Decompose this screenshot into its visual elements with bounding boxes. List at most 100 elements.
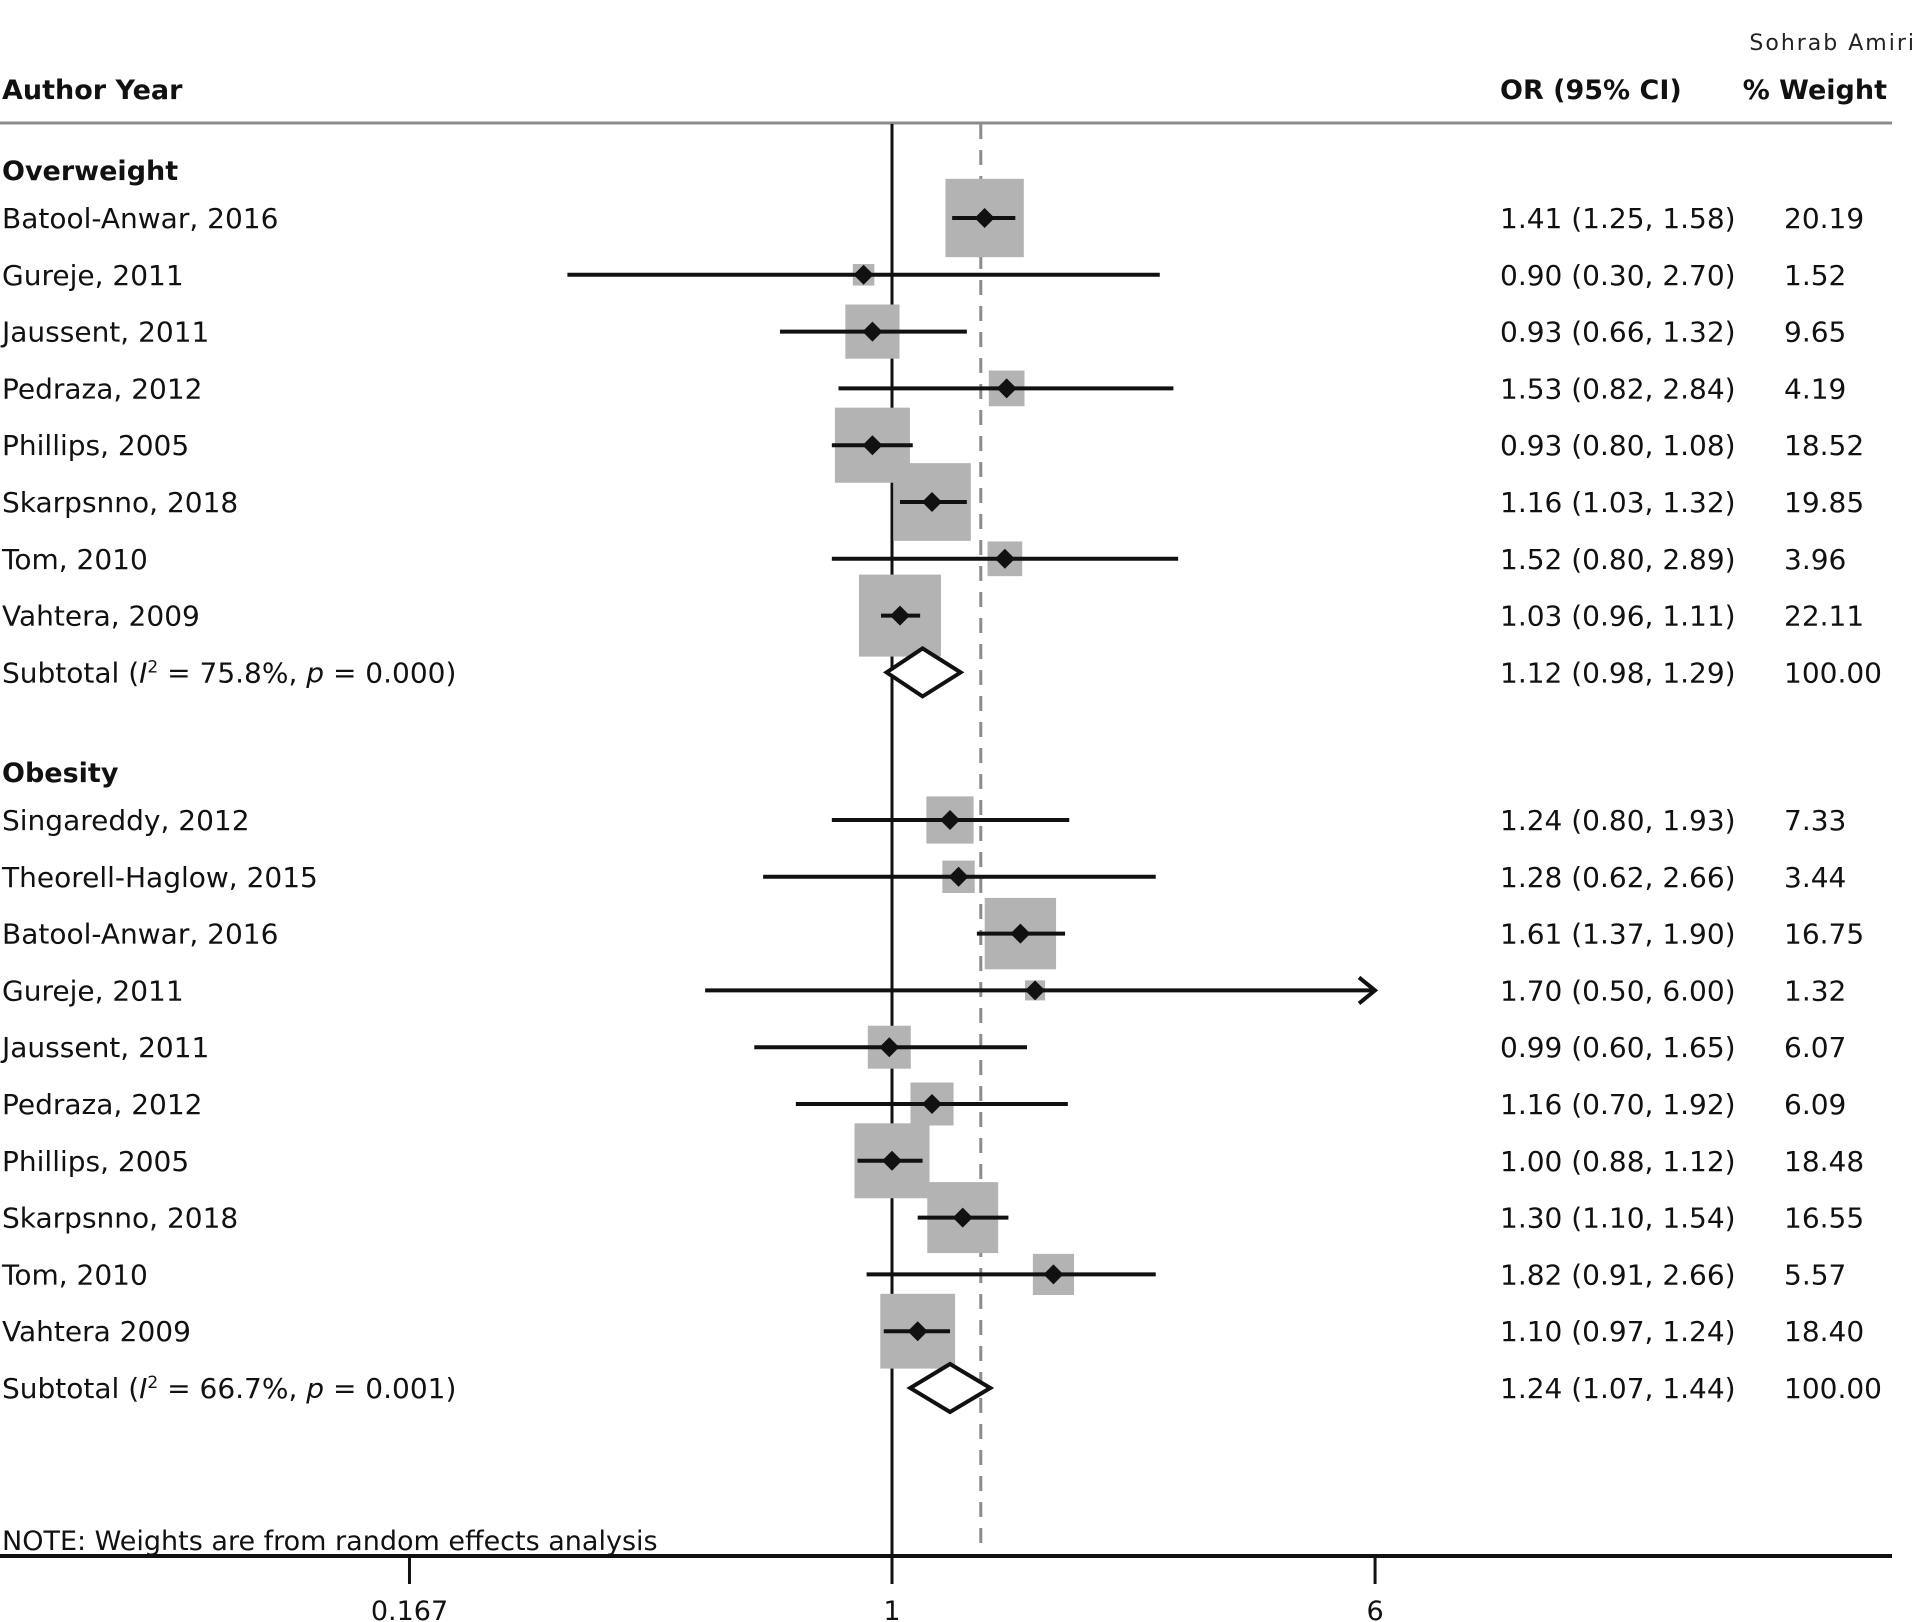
study-or-ci: 0.93 (0.66, 1.32) <box>1500 316 1736 349</box>
point-estimate <box>1025 980 1046 1001</box>
subtotal-weight: 100.00 <box>1784 1372 1882 1405</box>
group-label: Overweight <box>2 156 178 187</box>
study-weight: 1.52 <box>1784 259 1846 292</box>
study-label: Batool-Anwar, 2016 <box>2 918 278 951</box>
study-label: Pedraza, 2012 <box>2 1088 202 1121</box>
study-or-ci: 0.99 (0.60, 1.65) <box>1500 1031 1736 1064</box>
point-estimate <box>939 810 960 830</box>
subtotal-label-part: Subtotal ( <box>2 1372 139 1405</box>
study-or-ci: 0.93 (0.80, 1.08) <box>1500 429 1736 462</box>
study-label: Jaussent, 2011 <box>0 316 209 349</box>
x-tick-label: 1 <box>883 1596 900 1622</box>
study-label: Phillips, 2005 <box>2 1145 189 1178</box>
study-weight: 16.75 <box>1784 918 1864 951</box>
ci-arrow <box>1357 975 1379 1005</box>
study-label: Vahtera 2009 <box>2 1315 191 1348</box>
x-tick-label: 6 <box>1366 1596 1383 1622</box>
subtotal-label-part: = 66.7%, <box>158 1372 306 1405</box>
study-weight: 6.07 <box>1784 1031 1846 1064</box>
study-or-ci: 1.16 (0.70, 1.92) <box>1500 1088 1736 1121</box>
point-estimate <box>1043 1264 1064 1285</box>
study-label: Skarpsnno, 2018 <box>2 1202 238 1235</box>
study-or-ci: 0.90 (0.30, 2.70) <box>1500 259 1736 292</box>
subtotal-label-part: I <box>139 1372 147 1405</box>
column-header-weight: % Weight <box>1743 75 1887 106</box>
subtotal-label: Subtotal (I2 = 66.7%, p = 0.001) <box>2 1372 456 1405</box>
point-estimate <box>922 1094 943 1114</box>
subtotal-label-part: p <box>305 1372 324 1405</box>
subtotal-label-part: = 0.001) <box>324 1372 456 1405</box>
subtotal-label-part: 2 <box>147 657 158 677</box>
study-weight: 16.55 <box>1784 1202 1864 1235</box>
x-axis-ticks: 0.167 1 6 <box>371 1556 1384 1622</box>
point-estimate <box>1010 923 1031 944</box>
study-or-ci: 1.41 (1.25, 1.58) <box>1500 202 1736 235</box>
study-label: Phillips, 2005 <box>2 429 189 462</box>
subtotal-or-ci: 1.12 (0.98, 1.29) <box>1500 656 1736 689</box>
study-label: Gureje, 2011 <box>2 974 184 1007</box>
point-estimate <box>922 492 943 512</box>
point-estimate <box>948 866 969 887</box>
study-or-ci: 1.70 (0.50, 6.00) <box>1500 974 1736 1007</box>
study-label: Jaussent, 2011 <box>0 1031 209 1064</box>
x-tick-label: 0.167 <box>371 1596 448 1622</box>
subtotal-label-part: I <box>139 656 147 689</box>
study-label: Batool-Anwar, 2016 <box>2 202 278 235</box>
study-or-ci: 1.52 (0.80, 2.89) <box>1500 543 1736 576</box>
study-or-ci: 1.82 (0.91, 2.66) <box>1500 1258 1736 1291</box>
study-or-ci: 1.24 (0.80, 1.93) <box>1500 804 1736 837</box>
point-estimate <box>974 208 995 228</box>
study-weight: 6.09 <box>1784 1088 1846 1121</box>
plot-marks: Overweight Batool-Anwar, 2016 1.41 (1.25, … <box>0 124 1882 1556</box>
study-weight: 3.44 <box>1784 861 1846 894</box>
point-estimate <box>889 605 910 626</box>
study-weight: 22.11 <box>1784 600 1864 633</box>
subtotal-or-ci: 1.24 (1.07, 1.44) <box>1500 1372 1736 1405</box>
subtotal-label: Subtotal (I2 = 75.8%, p = 0.000) <box>2 656 456 689</box>
study-or-ci: 1.16 (1.03, 1.32) <box>1500 486 1736 519</box>
author-credit: Sohrab Amiri <box>1749 31 1916 56</box>
study-label: Theorell-Haglow, 2015 <box>1 861 318 894</box>
study-label: Pedraza, 2012 <box>2 372 202 405</box>
study-weight: 19.85 <box>1784 486 1864 519</box>
study-or-ci: 1.03 (0.96, 1.11) <box>1500 600 1736 633</box>
study-weight: 4.19 <box>1784 372 1846 405</box>
group-label: Obesity <box>2 758 119 789</box>
study-weight: 5.57 <box>1784 1258 1846 1291</box>
subtotal-diamond <box>882 646 965 699</box>
subtotal-diamond <box>906 1361 995 1415</box>
study-label: Tom, 2010 <box>1 1258 148 1291</box>
weights-note: NOTE: Weights are from random effects an… <box>2 1526 658 1557</box>
subtotal-label-part: = 75.8%, <box>158 656 306 689</box>
point-estimate <box>862 321 883 342</box>
point-estimate <box>994 548 1015 569</box>
point-estimate <box>879 1037 900 1058</box>
point-estimate <box>853 264 874 285</box>
subtotal-label-part: 2 <box>147 1373 158 1393</box>
study-or-ci: 1.00 (0.88, 1.12) <box>1500 1145 1736 1178</box>
point-estimate <box>952 1207 973 1228</box>
study-or-ci: 1.28 (0.62, 2.66) <box>1500 861 1736 894</box>
study-label: Skarpsnno, 2018 <box>2 486 238 519</box>
study-weight: 18.48 <box>1784 1145 1864 1178</box>
study-or-ci: 1.10 (0.97, 1.24) <box>1500 1315 1736 1348</box>
study-weight: 7.33 <box>1784 804 1846 837</box>
study-weight: 9.65 <box>1784 316 1846 349</box>
study-or-ci: 1.53 (0.82, 2.84) <box>1500 372 1736 405</box>
study-label: Gureje, 2011 <box>2 259 184 292</box>
study-weight: 18.52 <box>1784 429 1864 462</box>
study-label: Singareddy, 2012 <box>2 804 250 837</box>
point-estimate <box>907 1321 928 1342</box>
study-or-ci: 1.61 (1.37, 1.90) <box>1500 918 1736 951</box>
study-weight: 3.96 <box>1784 543 1846 576</box>
subtotal-weight: 100.00 <box>1784 656 1882 689</box>
subtotal-label-part: Subtotal ( <box>2 656 139 689</box>
study-weight: 20.19 <box>1784 202 1864 235</box>
column-header-study: Author Year <box>2 75 183 106</box>
point-estimate <box>862 435 883 456</box>
column-header-effect: OR (95% CI) <box>1500 75 1682 106</box>
subtotal-label-part: = 0.000) <box>324 656 456 689</box>
study-or-ci: 1.30 (1.10, 1.54) <box>1500 1202 1736 1235</box>
study-weight: 18.40 <box>1784 1315 1864 1348</box>
